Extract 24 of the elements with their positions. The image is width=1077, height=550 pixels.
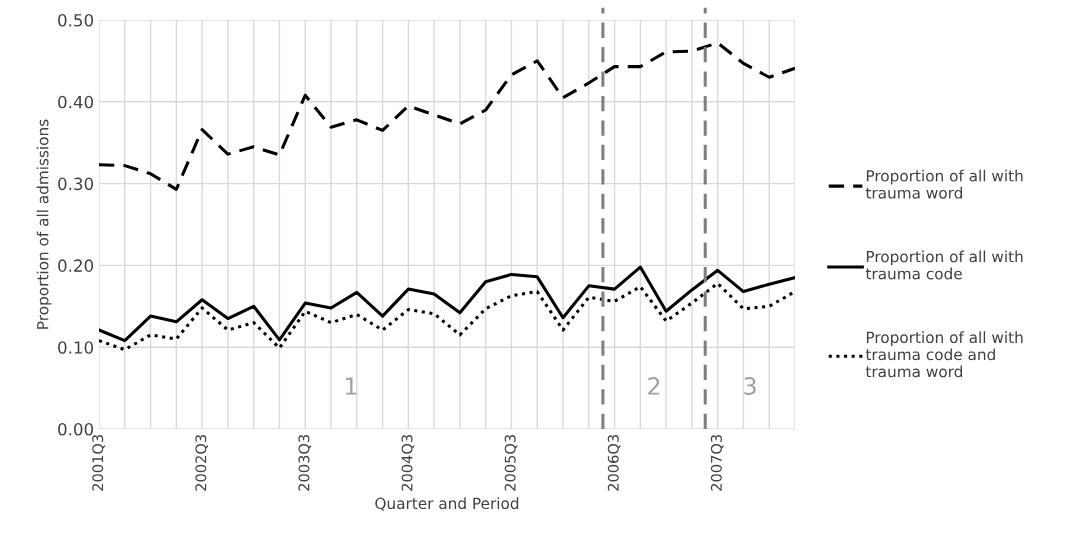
x-tick-label: 2007Q3 [710, 435, 724, 491]
y-tick-label: 0.30 [58, 177, 94, 191]
x-axis-title: Quarter and Period [375, 497, 519, 511]
y-tick-label: 0.40 [58, 95, 94, 109]
annotation: 3 [744, 377, 756, 395]
y-axis-title: Proportion of all admissions [36, 119, 52, 329]
annotation: 2 [648, 377, 660, 395]
x-tick-label: 2002Q3 [195, 435, 209, 491]
line-series [99, 265, 795, 343]
y-tick-label: 0.20 [58, 259, 94, 272]
x-tick-label: 2006Q3 [607, 435, 621, 491]
annotation: 1 [346, 377, 357, 395]
y-tick-label: 0.50 [58, 13, 94, 27]
x-tick-label: 2005Q3 [504, 435, 518, 491]
line-series [99, 41, 795, 191]
legend-label: Proportion of all with trauma code [865, 250, 1023, 280]
x-tick-label: 2001Q3 [92, 435, 105, 491]
y-tick-label: 0.10 [58, 341, 94, 354]
legend-label: Proportion of all with trauma code and trauma word [865, 331, 1023, 378]
line-series [99, 281, 795, 352]
legend-label: Proportion of all with trauma word [865, 169, 1023, 199]
x-tick-label: 2003Q3 [298, 435, 312, 491]
y-tick-label: 0.00 [58, 422, 94, 436]
x-tick-label: 2004Q3 [401, 435, 415, 491]
